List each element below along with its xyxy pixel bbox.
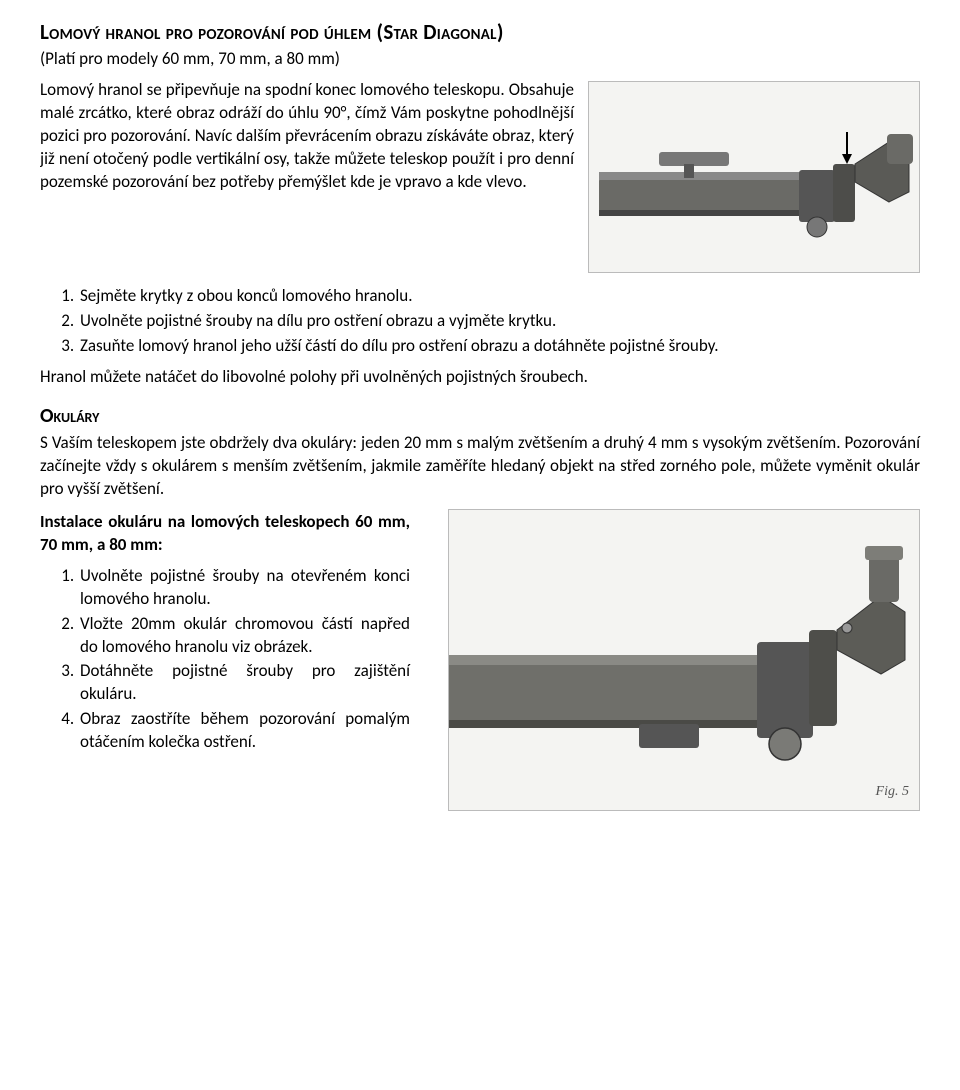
install-left: Instalace okuláru na lomových teleskopec… <box>40 509 410 762</box>
list-item: Vložte 20mm okulár chromovou částí napře… <box>78 613 410 659</box>
section1-body: Lomový hranol se připevňuje na spodní ko… <box>40 77 920 281</box>
figure-5-label: Fig. 5 <box>876 783 909 802</box>
section1-note: Hranol můžete natáčet do libovolné poloh… <box>40 366 920 389</box>
install-wrap: Fig. 5 Instalace okuláru na lomových tel… <box>40 509 920 811</box>
install-steps: Uvolněte pojistné šrouby na otevřeném ko… <box>40 565 410 755</box>
list-item: Zasuňte lomový hranol jeho užší částí do… <box>78 335 920 358</box>
figure-5: Fig. 5 <box>448 509 920 811</box>
section2-title: Okuláry <box>40 403 920 430</box>
install-label: Instalace okuláru na lomových teleskopec… <box>40 511 410 555</box>
list-item: Uvolněte pojistné šrouby na dílu pro ost… <box>78 310 920 333</box>
figure-diagonal <box>588 81 920 273</box>
list-item: Dotáhněte pojistné šrouby pro zajištění … <box>78 660 410 706</box>
figure-diagonal-svg <box>589 82 919 272</box>
list-item: Uvolněte pojistné šrouby na otevřeném ko… <box>78 565 410 611</box>
section1-steps: Sejměte krytky z obou konců lomového hra… <box>40 285 920 358</box>
figure-5-svg <box>449 510 919 810</box>
list-item: Obraz zaostříte během pozorování pomalým… <box>78 708 410 754</box>
list-item: Sejměte krytky z obou konců lomového hra… <box>78 285 920 308</box>
section2-para: S Vaším teleskopem jste obdržely dva oku… <box>40 432 920 501</box>
section1-subtitle: (Platí pro modely 60 mm, 70 mm, a 80 mm) <box>40 48 920 71</box>
section1-title: Lomový hranol pro pozorování pod úhlem (… <box>40 18 920 46</box>
